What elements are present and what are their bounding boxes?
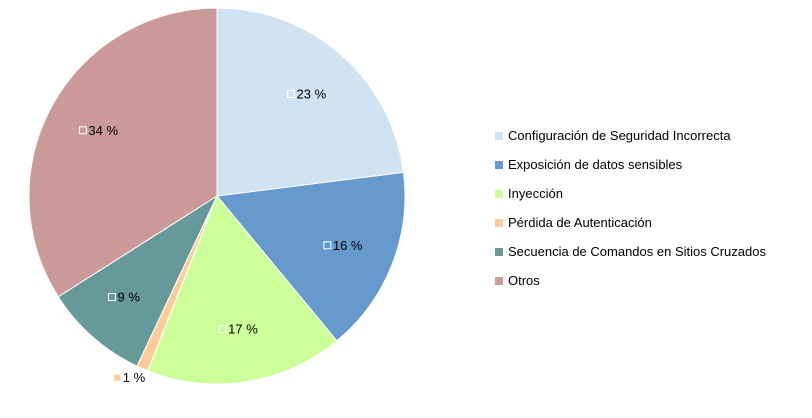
legend-item: Secuencia de Comandos en Sitios Cruzados xyxy=(494,237,766,266)
legend-label: Pérdida de Autenticación xyxy=(508,215,652,230)
pie-slice xyxy=(28,7,218,298)
pie-slice xyxy=(57,194,219,367)
slice-value-label: 23 % xyxy=(297,86,327,101)
slice-label-swatch xyxy=(78,126,87,135)
legend-item: Pérdida de Autenticación xyxy=(494,208,766,237)
legend-swatch xyxy=(494,217,504,228)
slice-label: 16 % xyxy=(323,238,363,253)
slice-label-swatch xyxy=(107,293,116,302)
legend-swatch xyxy=(494,159,504,170)
pie-slice xyxy=(147,195,338,385)
slice-value-label: 16 % xyxy=(333,238,363,253)
legend-item: Otros xyxy=(494,266,766,295)
legend-swatch xyxy=(494,130,504,141)
slice-label-swatch xyxy=(287,89,296,98)
legend-label: Inyección xyxy=(508,186,563,201)
legend-label: Otros xyxy=(508,273,540,288)
legend-item: Configuración de Seguridad Incorrecta xyxy=(494,121,766,150)
slice-label-swatch xyxy=(113,373,122,382)
slice-label-swatch xyxy=(323,241,332,250)
legend-item: Exposición de datos sensibles xyxy=(494,150,766,179)
legend-swatch xyxy=(494,246,504,257)
slice-value-label: 34 % xyxy=(88,123,118,138)
slice-label: 17 % xyxy=(218,322,258,337)
legend-label: Configuración de Seguridad Incorrecta xyxy=(508,128,731,143)
slice-label: 23 % xyxy=(287,86,327,101)
legend-item: Inyección xyxy=(494,179,766,208)
pie-slice xyxy=(216,171,406,342)
chart-legend: Configuración de Seguridad Incorrecta Exp… xyxy=(494,121,766,295)
slice-label: 1 % xyxy=(113,370,146,385)
slice-label: 34 % xyxy=(78,123,118,138)
legend-label: Exposición de datos sensibles xyxy=(508,157,683,172)
pie-slice xyxy=(216,7,405,197)
slice-value-label: 1 % xyxy=(123,370,146,385)
slice-label: 9 % xyxy=(107,290,140,305)
legend-swatch xyxy=(494,188,504,199)
slice-value-label: 9 % xyxy=(117,290,140,305)
slice-value-label: 17 % xyxy=(228,322,258,337)
slice-label-swatch xyxy=(218,325,227,334)
legend-label: Secuencia de Comandos en Sitios Cruzados xyxy=(508,244,766,259)
legend-swatch xyxy=(494,275,504,286)
